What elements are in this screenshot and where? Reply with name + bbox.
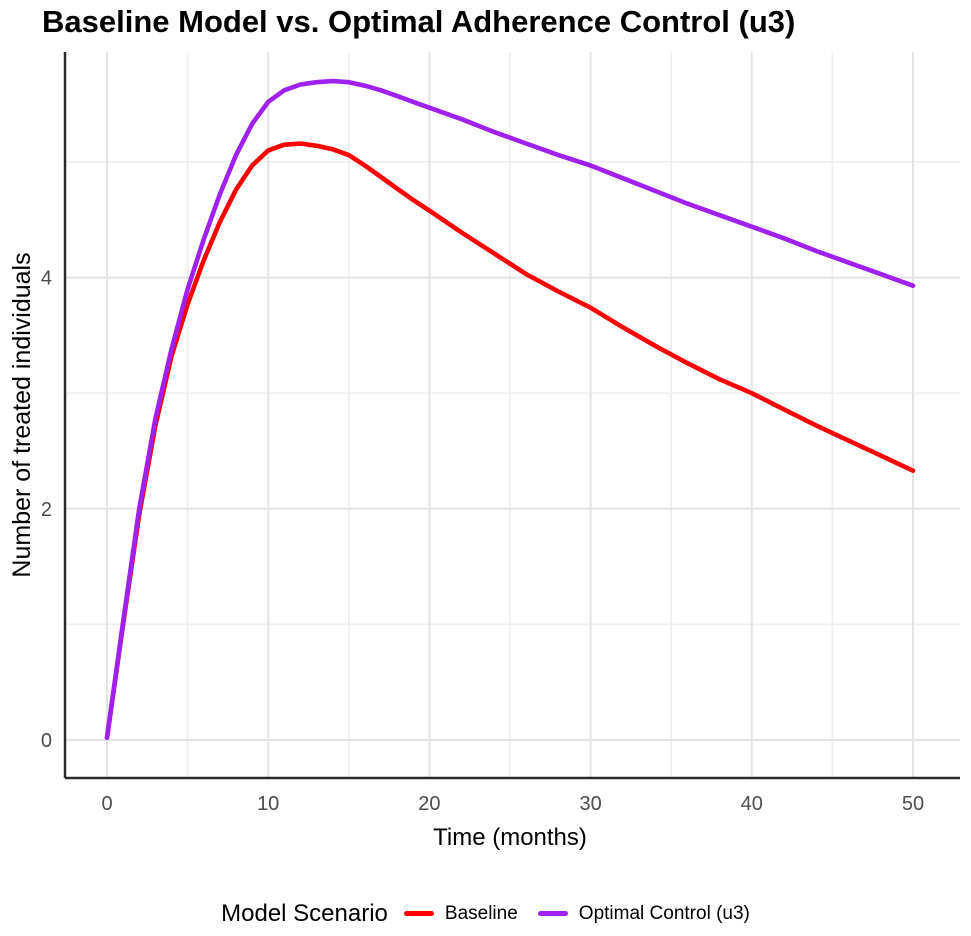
legend-item-baseline: Baseline	[403, 902, 518, 925]
y-axis-title: Number of treated individuals	[8, 252, 36, 577]
legend-label: Baseline	[444, 902, 518, 924]
series-line-optimal-control-u3	[104, 78, 916, 740]
x-tick-label-30: 30	[579, 793, 601, 815]
x-tick-label-20: 20	[418, 793, 440, 815]
y-tick-label-0: 0	[41, 730, 52, 752]
x-tick-label-10: 10	[257, 793, 279, 815]
legend-key-line-icon	[537, 911, 568, 916]
x-tick-label-50: 50	[902, 793, 924, 815]
chart-title: Baseline Model vs. Optimal Adherence Con…	[42, 4, 796, 39]
line-chart: 0 10 20 30 40 50 0 2 4 Time (months) Number of tr…	[8, 52, 960, 851]
x-tick-label-0: 0	[101, 793, 112, 815]
y-tick-label-4: 4	[41, 268, 52, 290]
legend-title: Model Scenario	[221, 899, 388, 927]
legend-item-optimal-control-u3: Optimal Control (u3)	[537, 902, 750, 925]
x-tick-label-40: 40	[741, 793, 763, 815]
legend-key-line-icon	[403, 911, 434, 916]
series-line-baseline	[104, 141, 916, 740]
x-axis-title: Time (months)	[433, 824, 587, 851]
legend: Model Scenario Baseline Optimal Control (…	[0, 891, 971, 936]
y-tick-label-2: 2	[41, 499, 52, 521]
legend-items: Baseline Optimal Control (u3)	[403, 902, 750, 925]
legend-label: Optimal Control (u3)	[578, 902, 750, 924]
